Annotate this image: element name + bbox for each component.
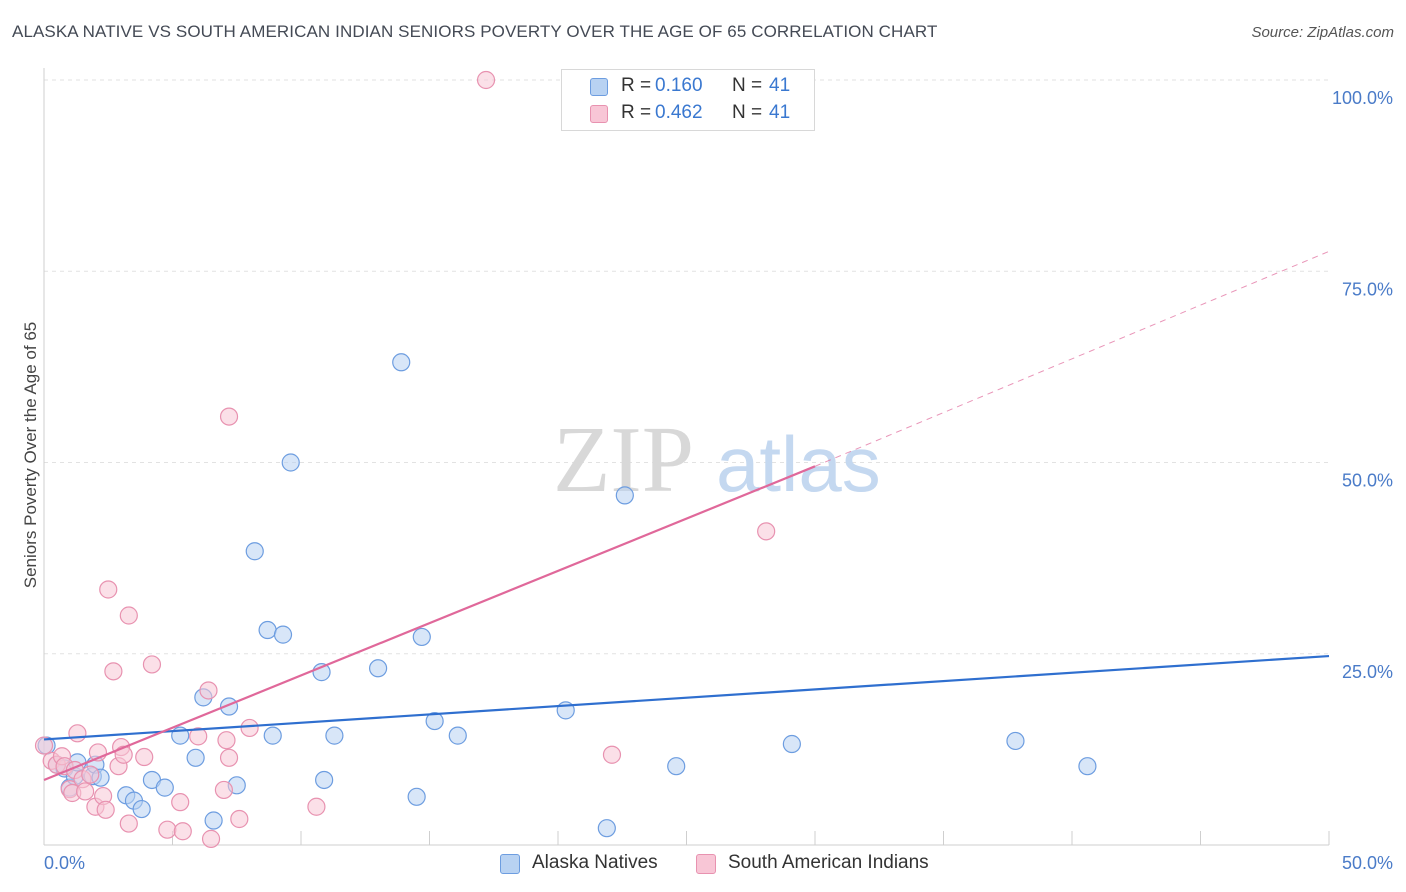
- y-tick-label: 25.0%: [1342, 662, 1393, 682]
- data-point: [667, 757, 686, 776]
- legend-r-label: R =: [621, 102, 652, 123]
- data-point: [258, 620, 277, 640]
- data-point: [173, 822, 192, 841]
- bottom-legend-label: South American Indians: [728, 852, 929, 873]
- y-axis-label: Seniors Poverty Over the Age of 65: [21, 322, 40, 588]
- bottom-legend-swatch-pink: [696, 854, 716, 874]
- bottom-legend-label: Alaska Natives: [532, 852, 658, 873]
- data-point: [199, 681, 218, 700]
- data-point: [201, 829, 221, 848]
- trend-line: [43, 654, 1330, 741]
- data-point: [135, 747, 154, 767]
- watermark: ZIP atlas: [553, 408, 881, 512]
- trend-line: [43, 465, 816, 781]
- legend-r-label: R =: [621, 75, 652, 96]
- legend-n-value: 41: [769, 102, 791, 123]
- data-point: [1078, 757, 1097, 776]
- x-tick-label-max: 50.0%: [1342, 853, 1393, 873]
- data-point: [782, 734, 801, 754]
- data-point: [325, 726, 344, 745]
- data-point: [476, 70, 496, 90]
- legend-swatch-pink: [590, 105, 608, 123]
- data-point: [76, 782, 95, 801]
- data-point: [142, 655, 162, 674]
- data-point: [392, 353, 411, 372]
- data-point: [171, 793, 190, 812]
- data-point: [230, 809, 249, 829]
- data-point: [597, 819, 616, 838]
- data-point: [407, 787, 426, 806]
- data-point: [114, 745, 133, 764]
- data-point: [68, 724, 87, 743]
- data-point: [119, 606, 138, 625]
- data-point: [99, 580, 118, 599]
- data-point: [186, 748, 205, 767]
- data-point: [307, 797, 326, 816]
- legend-n-label: N =: [732, 75, 763, 96]
- data-point: [273, 625, 293, 644]
- legend-n-label: N =: [732, 102, 763, 123]
- data-point: [602, 745, 622, 764]
- data-point: [189, 727, 208, 746]
- legend-r-value: 0.462: [655, 102, 703, 123]
- correlation-legend: R = 0.160 N = 41 R = 0.462 N = 41: [561, 69, 815, 131]
- legend-swatch-blue: [590, 78, 608, 96]
- data-point: [412, 627, 431, 647]
- data-point: [1006, 731, 1025, 751]
- data-point: [132, 799, 151, 819]
- data-point: [615, 486, 634, 505]
- data-point: [757, 522, 776, 541]
- y-tick-label: 75.0%: [1342, 279, 1393, 299]
- y-tick-label: 100.0%: [1332, 88, 1393, 108]
- data-point: [425, 711, 444, 731]
- data-point: [214, 780, 233, 800]
- data-point: [217, 731, 236, 750]
- watermark-atlas: atlas: [716, 420, 881, 508]
- source-label: Source: ZipAtlas.com: [1251, 24, 1394, 41]
- data-point: [96, 800, 115, 819]
- chart-title: ALASKA NATIVE VS SOUTH AMERICAN INDIAN S…: [12, 22, 938, 41]
- series-south-american-indians: [34, 70, 776, 848]
- grid: [44, 79, 1329, 655]
- data-point: [119, 814, 138, 833]
- data-point: [155, 778, 174, 797]
- data-point: [219, 407, 239, 426]
- data-point: [263, 726, 282, 745]
- data-point: [34, 736, 54, 755]
- bottom-legend-swatch-blue: [500, 854, 520, 874]
- data-point: [448, 726, 467, 745]
- x-tick-label-min: 0.0%: [44, 853, 85, 873]
- trend-lines: [43, 250, 1330, 781]
- data-point: [81, 765, 100, 784]
- data-point: [158, 820, 177, 839]
- legend-n-value: 41: [769, 75, 791, 96]
- data-point: [281, 453, 300, 472]
- axes: [43, 68, 1330, 846]
- trend-line-extension: [814, 250, 1330, 467]
- data-point: [315, 770, 334, 790]
- data-point: [219, 748, 239, 767]
- data-point: [104, 662, 123, 681]
- y-tick-labels: 25.0% 50.0% 75.0% 100.0%: [1332, 88, 1393, 682]
- data-point: [369, 659, 388, 678]
- y-tick-label: 50.0%: [1342, 471, 1393, 491]
- legend-r-value: 0.160: [655, 75, 703, 96]
- data-point: [204, 811, 223, 830]
- data-point: [240, 718, 259, 738]
- data-point: [245, 542, 264, 561]
